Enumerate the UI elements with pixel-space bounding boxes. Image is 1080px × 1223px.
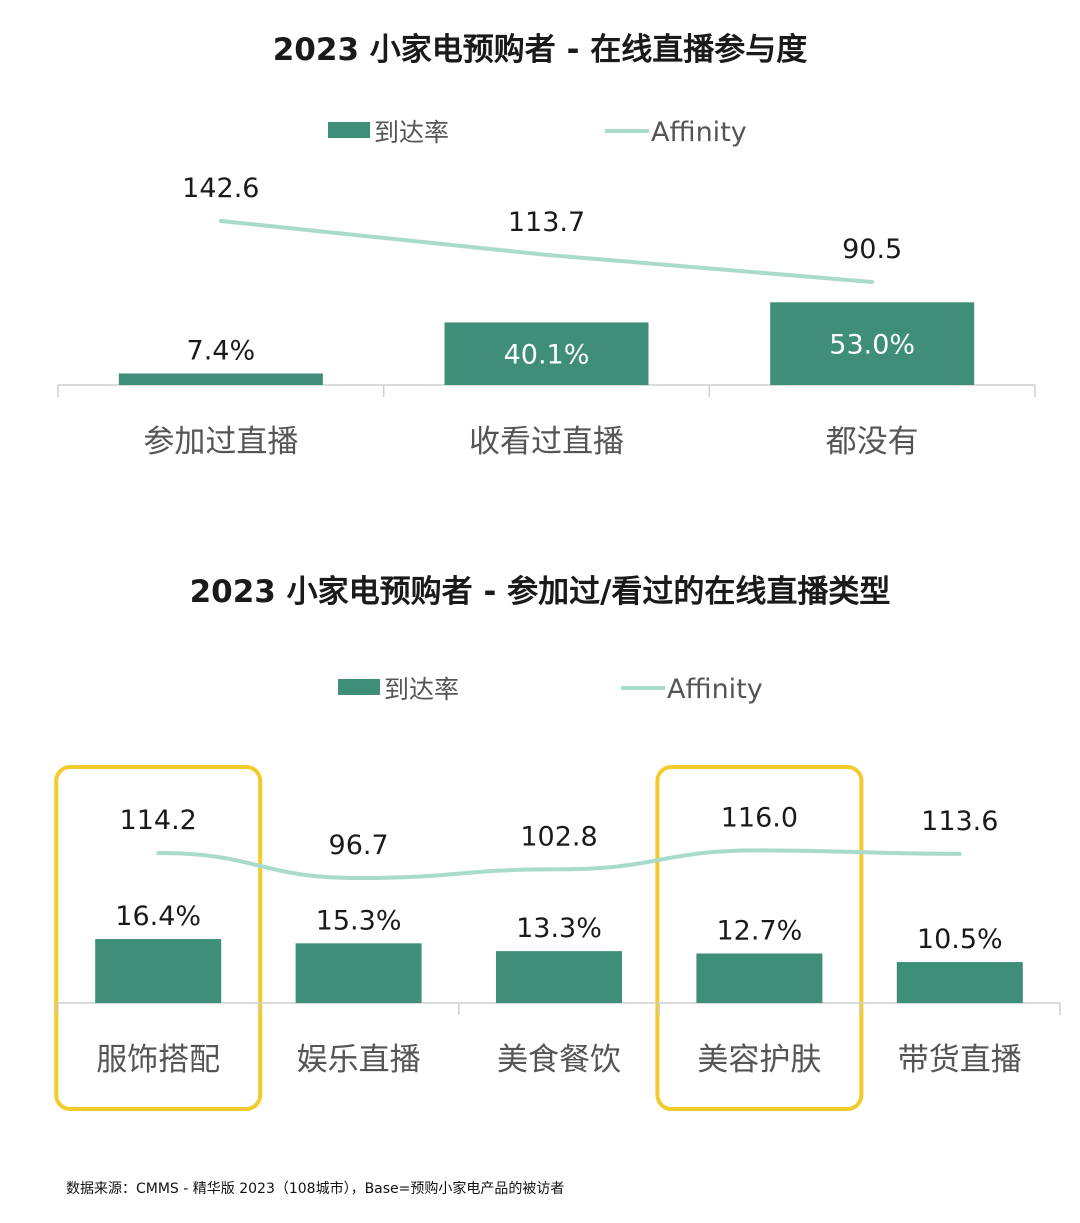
category-label-3: 美食餐饮 <box>497 1042 621 1078</box>
bar-4 <box>696 953 823 1003</box>
affinity-value-label-1: 114.2 <box>120 805 197 836</box>
category-label-1: 服饰搭配 <box>96 1042 220 1078</box>
bar-value-label-1: 7.4% <box>187 335 256 366</box>
legend-bar-label: 到达率 <box>374 118 449 147</box>
bar-value-label-2: 15.3% <box>316 905 402 936</box>
category-label-5: 带货直播 <box>898 1042 1022 1078</box>
bar-1 <box>95 939 222 1003</box>
chart-title: 2023 小家电预购者 - 参加过/看过的在线直播类型 <box>190 574 891 610</box>
highlight-box-1 <box>54 765 263 1111</box>
category-label-2: 娱乐直播 <box>297 1042 421 1078</box>
affinity-value-label-2: 96.7 <box>329 830 389 861</box>
category-label-1: 参加过直播 <box>143 424 298 460</box>
highlight-box-4 <box>655 765 864 1111</box>
affinity-value-label-4: 116.0 <box>721 802 798 833</box>
bar-5 <box>896 962 1023 1003</box>
bar-3 <box>496 951 622 1003</box>
affinity-value-label-5: 113.6 <box>921 806 998 837</box>
category-label-3: 都没有 <box>826 424 919 460</box>
bar-2 <box>295 943 422 1003</box>
legend-line-label: Affinity <box>651 117 747 148</box>
bar-value-label-3: 13.3% <box>516 913 602 944</box>
category-label-4: 美容护肤 <box>697 1042 821 1078</box>
data-source-note: 数据来源：CMMS - 精华版 2023（108城市），Base=预购小家电产品… <box>66 1181 565 1197</box>
bar-1 <box>118 373 323 385</box>
affinity-value-label-3: 90.5 <box>842 234 902 265</box>
category-label-2: 收看过直播 <box>469 424 624 460</box>
bar-value-label-3: 53.0% <box>829 330 915 361</box>
bar-value-label-4: 12.7% <box>717 915 803 946</box>
affinity-line <box>218 219 875 284</box>
bar-2 <box>444 322 649 385</box>
affinity-value-label-2: 113.7 <box>508 207 585 238</box>
affinity-value-label-1: 142.6 <box>182 173 259 204</box>
legend-bar-swatch <box>328 122 370 138</box>
chart-title: 2023 小家电预购者 - 在线直播参与度 <box>273 32 808 68</box>
legend-line-label: Affinity <box>667 674 763 705</box>
affinity-line <box>156 848 962 881</box>
bar-3 <box>770 302 975 385</box>
bar-value-label-2: 40.1% <box>504 340 590 371</box>
legend-bar-label: 到达率 <box>384 675 459 704</box>
bar-value-label-1: 16.4% <box>115 901 201 932</box>
bar-value-label-5: 10.5% <box>917 924 1003 955</box>
legend-bar-swatch <box>338 679 380 695</box>
affinity-value-label-3: 102.8 <box>520 821 597 852</box>
